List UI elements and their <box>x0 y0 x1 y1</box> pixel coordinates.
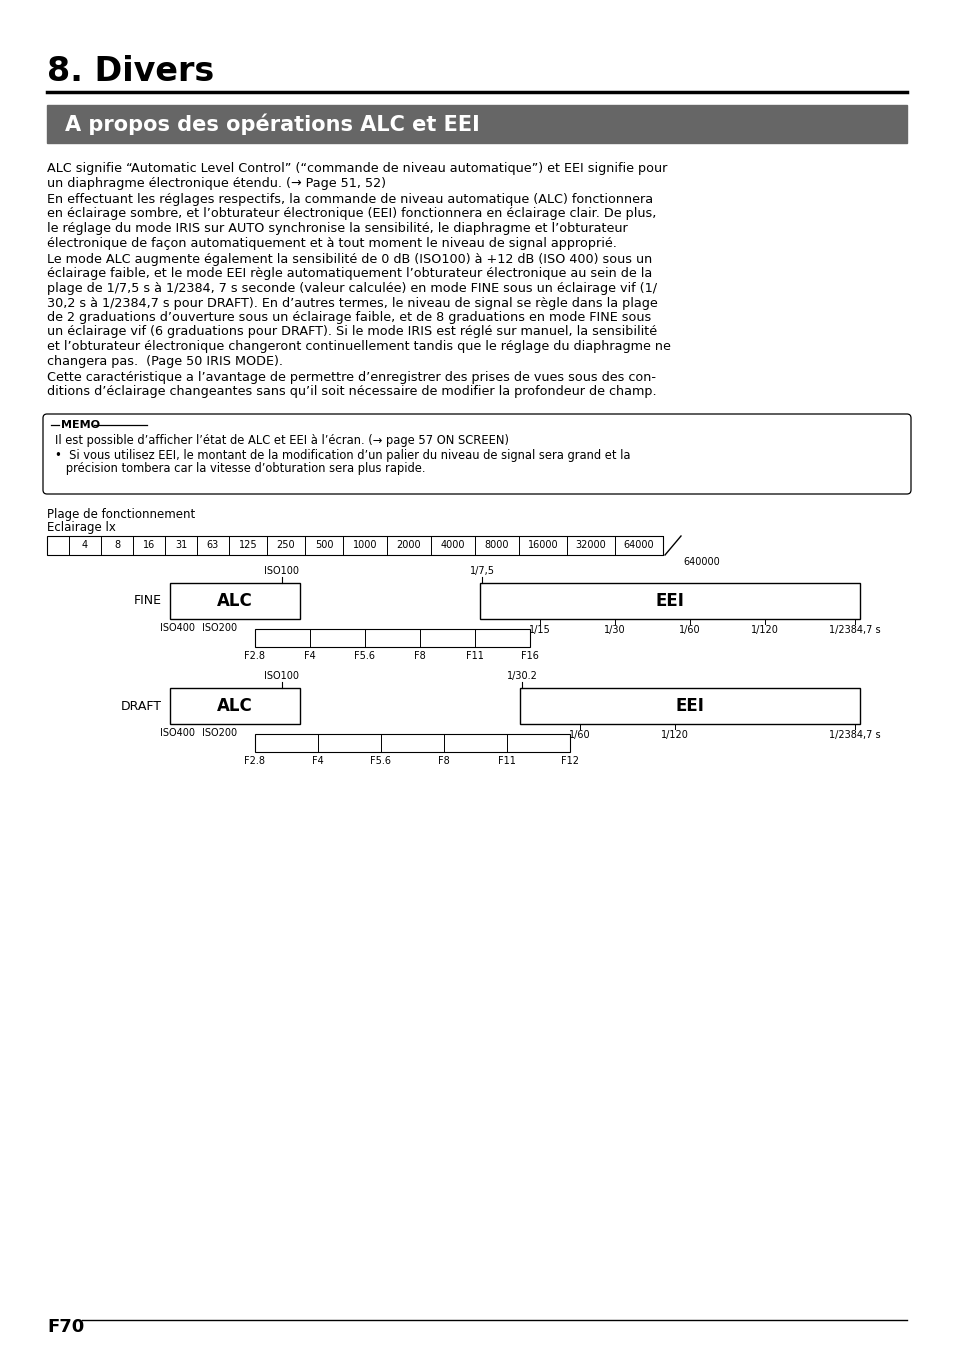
Text: MEMO: MEMO <box>61 420 100 430</box>
Text: F11: F11 <box>466 652 483 661</box>
Text: 4: 4 <box>82 541 88 550</box>
Text: EEI: EEI <box>655 592 683 610</box>
FancyBboxPatch shape <box>43 414 910 493</box>
Text: changera pas.  (Page 50 IRIS MODE).: changera pas. (Page 50 IRIS MODE). <box>47 354 283 368</box>
Text: FINE: FINE <box>133 595 162 607</box>
Text: 8000: 8000 <box>484 541 509 550</box>
Text: 1000: 1000 <box>353 541 376 550</box>
Bar <box>254 629 530 648</box>
Text: 32000: 32000 <box>575 541 606 550</box>
Text: ISO400: ISO400 <box>160 727 195 738</box>
Text: •  Si vous utilisez EEI, le montant de la modification d’un palier du niveau de : • Si vous utilisez EEI, le montant de la… <box>55 449 630 462</box>
Text: DRAFT: DRAFT <box>121 699 162 713</box>
Text: F4: F4 <box>312 756 323 767</box>
Text: 640000: 640000 <box>682 557 719 566</box>
Text: et l’obturateur électronique changeront continuellement tandis que le réglage du: et l’obturateur électronique changeront … <box>47 339 670 353</box>
Text: F12: F12 <box>560 756 578 767</box>
Text: A propos des opérations ALC et EEI: A propos des opérations ALC et EEI <box>65 114 479 135</box>
Text: 500: 500 <box>314 541 333 550</box>
Text: Plage de fonctionnement: Plage de fonctionnement <box>47 508 195 521</box>
Text: 63: 63 <box>207 541 219 550</box>
Text: F2.8: F2.8 <box>244 756 265 767</box>
Text: 8. Divers: 8. Divers <box>47 55 214 88</box>
Text: plage de 1/7,5 s à 1/2384, 7 s seconde (valeur calculée) en mode FINE sous un éc: plage de 1/7,5 s à 1/2384, 7 s seconde (… <box>47 283 657 295</box>
Text: ISO200: ISO200 <box>202 623 237 633</box>
Text: ISO100: ISO100 <box>264 566 299 576</box>
Text: un éclairage vif (6 graduations pour DRAFT). Si le mode IRIS est réglé sur manue: un éclairage vif (6 graduations pour DRA… <box>47 326 657 338</box>
Text: ALC: ALC <box>217 592 253 610</box>
Text: F2.8: F2.8 <box>244 652 265 661</box>
Text: En effectuant les réglages respectifs, la commande de niveau automatique (ALC) f: En effectuant les réglages respectifs, l… <box>47 193 653 206</box>
Text: éclairage faible, et le mode EEI règle automatiquement l’obturateur électronique: éclairage faible, et le mode EEI règle a… <box>47 268 652 280</box>
Text: ALC: ALC <box>217 698 253 715</box>
Text: le réglage du mode IRIS sur AUTO synchronise la sensibilité, le diaphragme et l’: le réglage du mode IRIS sur AUTO synchro… <box>47 222 627 235</box>
Text: EEI: EEI <box>675 698 703 715</box>
Bar <box>479 583 859 619</box>
Text: 1/60: 1/60 <box>569 730 590 740</box>
Text: 1/120: 1/120 <box>750 625 778 635</box>
Text: en éclairage sombre, et l’obturateur électronique (EEI) fonctionnera en éclairag: en éclairage sombre, et l’obturateur éle… <box>47 207 656 220</box>
Text: 1/15: 1/15 <box>529 625 550 635</box>
Text: 64000: 64000 <box>623 541 654 550</box>
Text: F8: F8 <box>414 652 425 661</box>
Text: ditions d’éclairage changeantes sans qu’il soit nécessaire de modifier la profon: ditions d’éclairage changeantes sans qu’… <box>47 385 656 399</box>
Text: électronique de façon automatiquement et à tout moment le niveau de signal appro: électronique de façon automatiquement et… <box>47 237 617 250</box>
Text: 31: 31 <box>174 541 187 550</box>
Text: 1/2384,7 s: 1/2384,7 s <box>828 730 880 740</box>
Bar <box>254 734 569 752</box>
Text: ALC signifie “Automatic Level Control” (“commande de niveau automatique”) et EEI: ALC signifie “Automatic Level Control” (… <box>47 162 667 174</box>
Text: 1/7,5: 1/7,5 <box>469 566 494 576</box>
Text: 125: 125 <box>238 541 257 550</box>
Text: 4000: 4000 <box>440 541 465 550</box>
Text: Eclairage lx: Eclairage lx <box>47 521 115 534</box>
Text: 1/120: 1/120 <box>660 730 688 740</box>
Text: ISO400: ISO400 <box>160 623 195 633</box>
Text: 16: 16 <box>143 541 155 550</box>
Text: Le mode ALC augmente également la sensibilité de 0 dB (ISO100) à +12 dB (ISO 400: Le mode ALC augmente également la sensib… <box>47 253 652 266</box>
Text: F4: F4 <box>304 652 315 661</box>
Text: 1/2384,7 s: 1/2384,7 s <box>828 625 880 635</box>
Text: 16000: 16000 <box>527 541 558 550</box>
Text: 2000: 2000 <box>396 541 421 550</box>
Text: 8: 8 <box>113 541 120 550</box>
Bar <box>47 535 662 556</box>
Text: 1/30.2: 1/30.2 <box>506 671 537 681</box>
Bar <box>170 688 299 725</box>
Text: précision tombera car la vitesse d’obturation sera plus rapide.: précision tombera car la vitesse d’obtur… <box>55 462 425 475</box>
Text: F16: F16 <box>520 652 538 661</box>
Text: Cette caractéristique a l’avantage de permettre d’enregistrer des prises de vues: Cette caractéristique a l’avantage de pe… <box>47 370 656 384</box>
Text: F70: F70 <box>47 1318 84 1336</box>
Text: F5.6: F5.6 <box>355 652 375 661</box>
Text: de 2 graduations d’ouverture sous un éclairage faible, et de 8 graduations en mo: de 2 graduations d’ouverture sous un écl… <box>47 311 651 324</box>
Text: F8: F8 <box>437 756 450 767</box>
Text: Il est possible d’afficher l’état de ALC et EEI à l’écran. (→ page 57 ON SCREEN): Il est possible d’afficher l’état de ALC… <box>55 434 509 448</box>
Text: F11: F11 <box>497 756 516 767</box>
Text: un diaphragme électronique étendu. (→ Page 51, 52): un diaphragme électronique étendu. (→ Pa… <box>47 177 386 189</box>
Text: ISO100: ISO100 <box>264 671 299 681</box>
Text: 250: 250 <box>276 541 295 550</box>
Text: ISO200: ISO200 <box>202 727 237 738</box>
Bar <box>519 688 859 725</box>
Text: F5.6: F5.6 <box>370 756 391 767</box>
Text: 1/60: 1/60 <box>679 625 700 635</box>
Bar <box>170 583 299 619</box>
Text: 30,2 s à 1/2384,7 s pour DRAFT). En d’autres termes, le niveau de signal se règl: 30,2 s à 1/2384,7 s pour DRAFT). En d’au… <box>47 296 657 310</box>
Bar <box>47 105 906 143</box>
Text: 1/30: 1/30 <box>603 625 625 635</box>
